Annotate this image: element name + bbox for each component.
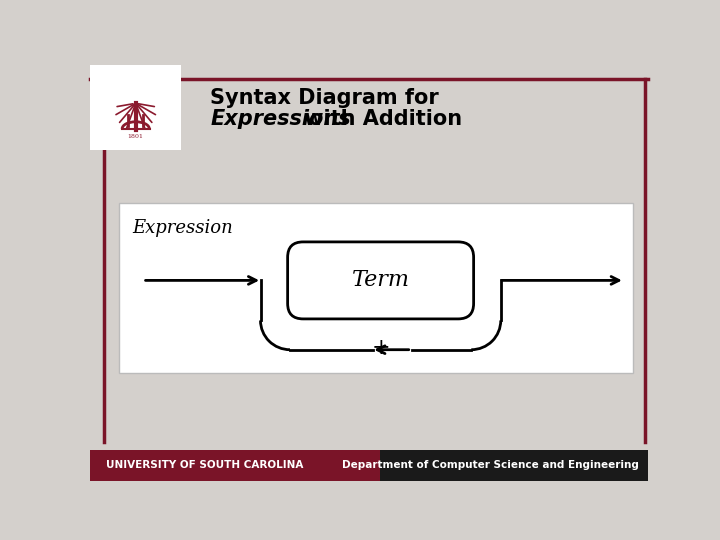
Text: Department of Computer Science and Engineering: Department of Computer Science and Engin… — [342, 460, 639, 470]
Text: Syntax Diagram for: Syntax Diagram for — [210, 88, 439, 108]
Text: Term: Term — [351, 269, 410, 292]
FancyBboxPatch shape — [287, 242, 474, 319]
Text: with Addition: with Addition — [297, 110, 462, 130]
Bar — [380, 450, 648, 481]
Bar — [90, 65, 181, 150]
Bar — [90, 450, 380, 481]
Text: +: + — [372, 337, 390, 359]
Text: Expression: Expression — [132, 219, 233, 237]
Text: 1801: 1801 — [127, 134, 144, 139]
Bar — [120, 204, 632, 373]
Text: UNIVERSITY OF SOUTH CAROLINA: UNIVERSITY OF SOUTH CAROLINA — [106, 460, 303, 470]
Text: Expressions: Expressions — [210, 110, 351, 130]
